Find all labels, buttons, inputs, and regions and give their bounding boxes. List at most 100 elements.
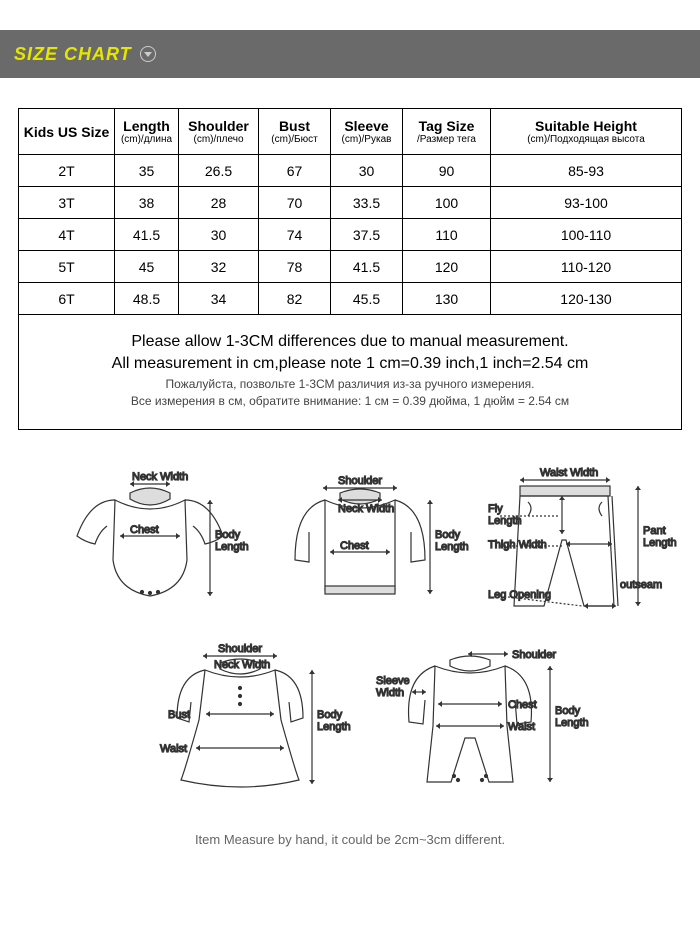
col-header-sub: (cm)/Рукав [333,134,400,145]
col-header-sub: (cm)/длина [117,134,176,145]
col-header-main: Length [117,118,176,134]
label-chest: Chest [130,524,159,536]
col-header: Bust(cm)/Бюст [259,109,331,155]
table-cell: 74 [259,219,331,251]
table-cell: 120-130 [491,283,682,315]
table-cell: 120 [403,251,491,283]
col-header: Kids US Size [19,109,115,155]
table-cell: 110 [403,219,491,251]
label-body-length: Body [215,529,241,541]
label-shoulder2: Shoulder [218,643,262,655]
header-title: SIZE CHART [14,44,132,65]
table-cell: 3T [19,187,115,219]
label-body-length2: Length [215,541,249,553]
table-cell: 26.5 [179,155,259,187]
table-body: 2T3526.567309085-933T38287033.510093-100… [19,155,682,315]
table-cell: 82 [259,283,331,315]
table-cell: 90 [403,155,491,187]
label-fly2: Length [488,515,522,527]
label-chest2: Chest [340,540,369,552]
label-sleeve2: Width [376,687,404,699]
table-cell: 41.5 [115,219,179,251]
table-cell: 100 [403,187,491,219]
table-cell: 30 [331,155,403,187]
label-shoulder3: Shoulder [512,649,556,661]
label-thigh: Thigh Width [488,539,547,551]
col-header-main: Bust [261,118,328,134]
size-chart-section: Kids US Size Length(cm)/длина Shoulder(c… [0,78,700,430]
label-waist: Waist [160,743,187,755]
table-cell: 4T [19,219,115,251]
col-header-main: Tag Size [405,118,488,134]
table-cell: 37.5 [331,219,403,251]
label-neck3: Neck Width [214,659,270,671]
table-row: 6T48.5348245.5130120-130 [19,283,682,315]
note-line: All measurement in cm,please note 1 cm=0… [25,355,675,373]
chevron-down-icon [140,46,156,62]
col-header: Tag Size/Размер тега [403,109,491,155]
col-header-sub: /Размер тега [405,134,488,145]
table-cell: 130 [403,283,491,315]
table-header: Kids US Size Length(cm)/длина Shoulder(c… [19,109,682,155]
table-cell: 45 [115,251,179,283]
table-row: 5T45327841.5120110-120 [19,251,682,283]
table-cell: 33.5 [331,187,403,219]
col-header-sub: (cm)/плечо [181,134,256,145]
table-cell: 67 [259,155,331,187]
table-cell: 35 [115,155,179,187]
col-header-main: Sleeve [333,118,400,134]
label-pant2: Length [643,537,677,549]
table-cell: 110-120 [491,251,682,283]
label-bodylen8: Length [555,717,589,729]
label-fly1: Fly [488,503,503,515]
header-bar: SIZE CHART [0,30,700,78]
col-header-main: Kids US Size [21,124,112,140]
table-cell: 34 [179,283,259,315]
label-bodylen6: Length [317,721,351,733]
table-cell: 32 [179,251,259,283]
table-cell: 38 [115,187,179,219]
col-header: Suitable Height(cm)/Подходящая высота [491,109,682,155]
table-cell: 100-110 [491,219,682,251]
table-row: 4T41.5307437.5110100-110 [19,219,682,251]
table-cell: 30 [179,219,259,251]
table-row: 2T3526.567309085-93 [19,155,682,187]
table-cell: 28 [179,187,259,219]
col-header-sub: (cm)/Подходящая высота [493,134,679,145]
table-cell: 45.5 [331,283,403,315]
notes-box: Please allow 1-3CM differences due to ma… [18,315,682,430]
label-body-length4: Length [435,541,469,553]
label-bodylen7: Body [555,705,581,717]
label-pant1: Pant [643,525,666,537]
table-cell: 48.5 [115,283,179,315]
table-cell: 41.5 [331,251,403,283]
table-cell: 5T [19,251,115,283]
label-bust: Bust [168,709,190,721]
col-header-main: Suitable Height [493,118,679,134]
measurement-diagrams: Neck Width Chest Body Length Shoulder Ne… [0,458,700,818]
label-body-length3: Body [435,529,461,541]
table-cell: 93-100 [491,187,682,219]
col-header-main: Shoulder [181,118,256,134]
col-header: Length(cm)/длина [115,109,179,155]
table-cell: 6T [19,283,115,315]
col-header-sub: (cm)/Бюст [261,134,328,145]
table-cell: 85-93 [491,155,682,187]
col-header: Sleeve(cm)/Рукав [331,109,403,155]
label-shoulder: Shoulder [338,475,382,487]
table-cell: 2T [19,155,115,187]
label-waist-width: Waist Width [540,467,598,479]
note-line-ru: Все измерения в см, обратите внимание: 1… [25,394,675,408]
diagrams-svg: Neck Width Chest Body Length Shoulder Ne… [20,458,680,818]
label-outseam: outseam [620,579,662,591]
note-line: Please allow 1-3CM differences due to ma… [25,333,675,351]
label-neck-width2: Neck Width [338,503,394,515]
label-sleeve1: Sleeve [376,675,410,687]
label-neck-width: Neck Width [132,471,188,483]
table-row: 3T38287033.510093-100 [19,187,682,219]
table-cell: 78 [259,251,331,283]
label-waist2: Waist [508,721,535,733]
footer-note: Item Measure by hand, it could be 2cm~3c… [0,832,700,847]
size-table: Kids US Size Length(cm)/длина Shoulder(c… [18,108,682,315]
note-line-ru: Пожалуйста, позвольте 1-3СМ различия из-… [25,377,675,391]
